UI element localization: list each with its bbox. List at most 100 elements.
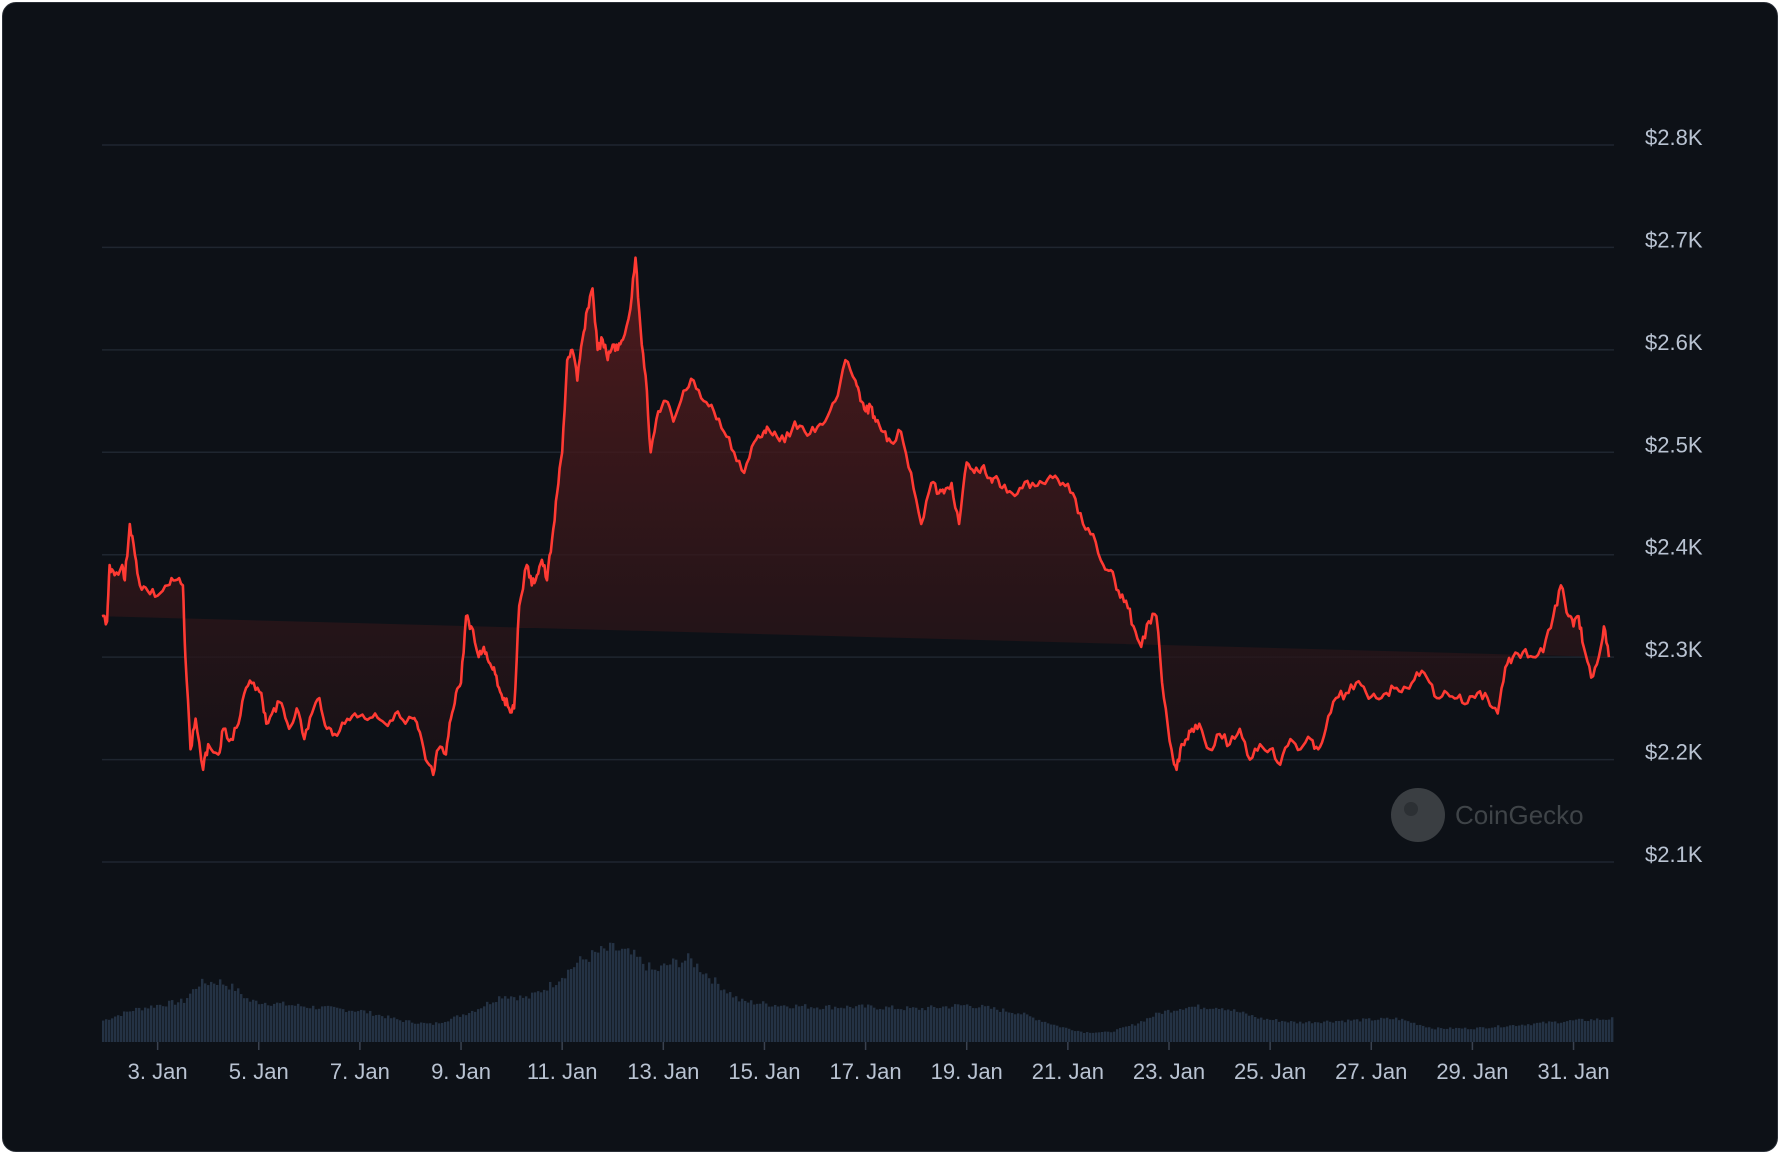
x-tick-label: 3. Jan	[128, 1059, 188, 1084]
volume-bar	[465, 1015, 468, 1042]
volume-bar	[1308, 1021, 1311, 1042]
volume-bar	[1083, 1032, 1086, 1042]
volume-bar	[645, 970, 648, 1042]
volume-bar	[1395, 1017, 1398, 1042]
volume-bar	[495, 1002, 498, 1042]
volume-bar	[444, 1021, 447, 1042]
volume-bar	[900, 1009, 903, 1042]
volume-bar	[1446, 1028, 1449, 1042]
volume-bar	[129, 1011, 132, 1042]
volume-bar	[375, 1015, 378, 1042]
volume-bar	[1071, 1030, 1074, 1042]
volume-bar	[363, 1010, 366, 1042]
volume-bar	[111, 1018, 114, 1042]
volume-bar	[885, 1006, 888, 1042]
watermark-text: CoinGecko	[1455, 800, 1584, 830]
volume-bar	[744, 1000, 747, 1042]
x-tick-label: 21. Jan	[1032, 1059, 1104, 1084]
volume-bar	[1266, 1018, 1269, 1042]
volume-bar	[507, 998, 510, 1042]
volume-bar	[612, 943, 615, 1042]
volume-bar	[1092, 1032, 1095, 1042]
volume-bar	[225, 985, 228, 1042]
volume-bar	[1203, 1007, 1206, 1042]
volume-bar	[1584, 1020, 1587, 1042]
volume-bar	[1317, 1022, 1320, 1042]
volume-bar	[648, 962, 651, 1042]
volume-bar	[594, 951, 597, 1042]
y-tick-label: $2.5K	[1645, 432, 1703, 457]
x-tick-label: 15. Jan	[728, 1059, 800, 1084]
volume-bar	[1119, 1027, 1122, 1042]
volume-bar	[174, 1004, 177, 1042]
volume-bar	[168, 1000, 171, 1042]
volume-bar	[684, 960, 687, 1042]
volume-bar	[678, 967, 681, 1042]
volume-bar	[1326, 1020, 1329, 1042]
volume-bar	[624, 948, 627, 1042]
volume-bar	[1197, 1004, 1200, 1042]
volume-bar	[522, 997, 525, 1042]
volume-bar	[858, 1004, 861, 1042]
volume-bar	[1260, 1017, 1263, 1042]
volume-bar	[1044, 1021, 1047, 1042]
volume-bar	[1422, 1025, 1425, 1042]
volume-bar	[747, 1002, 750, 1042]
volume-bar	[1374, 1020, 1377, 1042]
volume-bar	[771, 1006, 774, 1042]
volume-bar	[1491, 1027, 1494, 1042]
volume-bar	[1107, 1031, 1110, 1042]
volume-bar	[537, 991, 540, 1042]
volume-bar	[909, 1007, 912, 1042]
volume-bar	[519, 995, 522, 1042]
volume-bar	[1140, 1021, 1143, 1042]
volume-bar	[1137, 1023, 1140, 1042]
volume-bar	[369, 1010, 372, 1042]
volume-bar	[1464, 1027, 1467, 1042]
volume-bar	[1437, 1027, 1440, 1042]
volume-bar	[1155, 1012, 1158, 1042]
volume-bar	[1017, 1013, 1020, 1042]
volume-bar	[642, 963, 645, 1042]
volume-bar	[813, 1008, 816, 1042]
volume-bar	[1221, 1008, 1224, 1042]
volume-bar	[1011, 1012, 1014, 1042]
volume-bar	[162, 1006, 165, 1042]
volume-bar	[447, 1021, 450, 1042]
volume-bar	[1182, 1009, 1185, 1042]
volume-bar	[1452, 1028, 1455, 1042]
volume-bar	[138, 1007, 141, 1042]
volume-bar	[1080, 1031, 1083, 1042]
volume-bar	[921, 1008, 924, 1042]
volume-bar	[1305, 1022, 1308, 1042]
volume-bar	[498, 996, 501, 1042]
volume-bar	[402, 1021, 405, 1042]
volume-bar	[681, 962, 684, 1042]
volume-bar	[672, 958, 675, 1042]
volume-bar	[144, 1007, 147, 1042]
y-tick-label: $2.4K	[1645, 535, 1703, 560]
volume-bar	[984, 1006, 987, 1042]
volume-bar	[705, 973, 708, 1042]
volume-bar	[1548, 1021, 1551, 1042]
volume-bar	[819, 1009, 822, 1042]
volume-bar	[1098, 1032, 1101, 1042]
volume-bar	[1272, 1020, 1275, 1042]
volume-bar	[1350, 1020, 1353, 1042]
volume-bar	[825, 1005, 828, 1042]
volume-bar	[576, 962, 579, 1042]
volume-bars	[102, 942, 1614, 1042]
volume-bar	[1392, 1019, 1395, 1042]
volume-bar	[114, 1016, 117, 1042]
volume-bar	[192, 989, 195, 1042]
volume-bar	[237, 988, 240, 1042]
x-tick-label: 7. Jan	[330, 1059, 390, 1084]
volume-bar	[504, 996, 507, 1042]
volume-bar	[1023, 1012, 1026, 1042]
volume-bar	[315, 1009, 318, 1042]
volume-bar	[564, 978, 567, 1042]
volume-bar	[801, 1005, 804, 1042]
volume-bar	[1029, 1016, 1032, 1042]
volume-bar	[636, 956, 639, 1042]
volume-bar	[240, 994, 243, 1042]
